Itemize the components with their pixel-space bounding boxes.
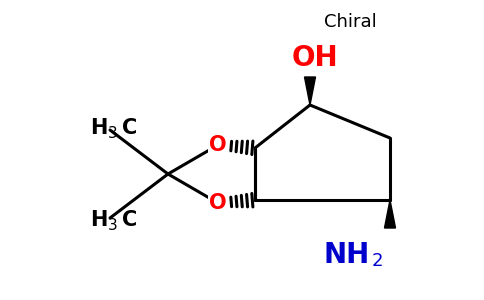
Text: Chiral: Chiral — [324, 13, 377, 31]
Text: H: H — [91, 118, 108, 138]
Text: O: O — [209, 193, 227, 213]
Text: 3: 3 — [108, 218, 118, 233]
Polygon shape — [304, 77, 316, 105]
Polygon shape — [384, 200, 395, 228]
Text: 3: 3 — [108, 127, 118, 142]
Text: C: C — [122, 118, 137, 138]
Text: C: C — [122, 210, 137, 230]
Text: H: H — [91, 210, 108, 230]
Text: NH: NH — [324, 241, 370, 269]
Text: 2: 2 — [371, 252, 383, 270]
Text: OH: OH — [292, 44, 338, 72]
Text: O: O — [209, 135, 227, 155]
